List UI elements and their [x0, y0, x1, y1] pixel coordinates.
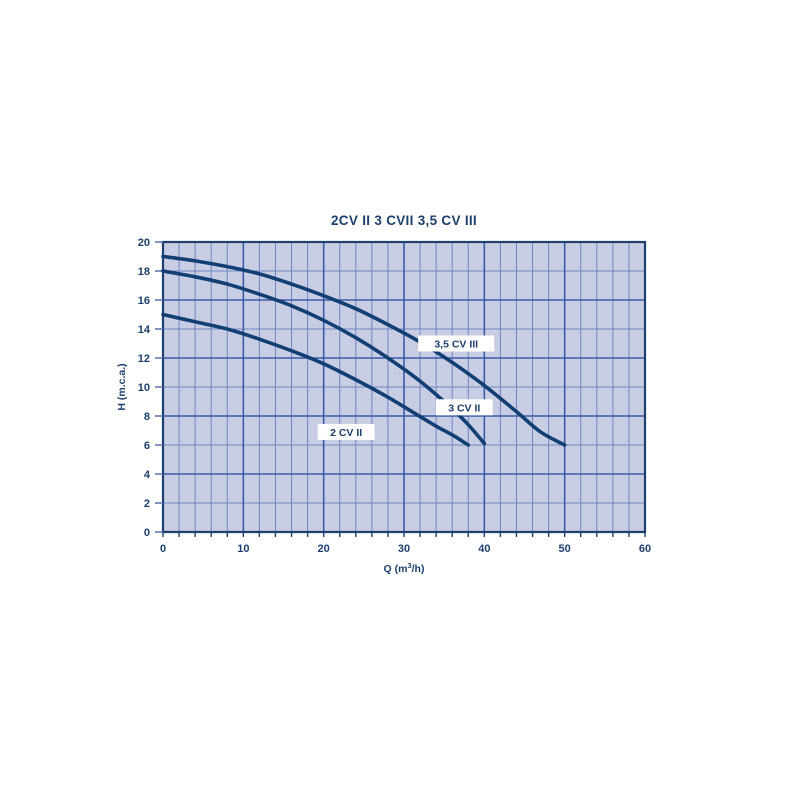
curve-label-background	[418, 335, 495, 352]
y-tick-label: 20	[138, 237, 150, 249]
x-axis-title: Q (m3/h)	[384, 561, 425, 575]
x-tick-label: 50	[559, 543, 571, 555]
curve-label-text: 3,5 CV III	[434, 339, 478, 351]
curve-label-3: 2 CV II	[317, 423, 375, 440]
curve-label-background	[317, 423, 375, 440]
y-tick-label: 18	[138, 266, 150, 278]
y-tick-label: 12	[138, 353, 150, 365]
y-tick-label: 10	[138, 382, 150, 394]
y-axis-ticks	[155, 241, 163, 533]
curve-label-2: 3 CV II	[435, 399, 493, 416]
y-tick-label: 0	[144, 527, 150, 539]
x-tick-label: 10	[237, 543, 249, 555]
curve-3	[161, 312, 471, 447]
x-axis-title-prefix: Q (m	[384, 563, 408, 575]
x-tick-label: 30	[398, 543, 410, 555]
x-tick-label: 40	[478, 543, 490, 555]
curve-label-1: 3,5 CV III	[418, 335, 495, 352]
x-axis-title-superscript: 3	[407, 561, 411, 570]
y-tick-label: 4	[144, 469, 151, 481]
curve-labels-group: 3,5 CV III 3 CV II 2 CV II	[317, 335, 495, 440]
y-tick-label: 8	[144, 411, 150, 423]
x-tick-label: 0	[160, 543, 166, 555]
x-tick-label: 60	[639, 543, 651, 555]
y-axis-title: H (m.c.a.)	[116, 363, 128, 410]
curve-label-text: 2 CV II	[330, 427, 362, 439]
x-axis-tick-labels: 0 10 20 30 40 50 60	[160, 543, 651, 555]
chart-title: 2CV II 3 CVII 3,5 CV III	[331, 213, 477, 228]
y-tick-label: 6	[144, 440, 150, 452]
y-axis-tick-labels: 0 2 4 6 8 10 12 14 16 18 20	[138, 237, 151, 539]
y-tick-label: 16	[138, 295, 150, 307]
x-tick-label: 20	[318, 543, 330, 555]
x-axis-ticks	[162, 532, 646, 537]
y-tick-label: 2	[144, 498, 150, 510]
x-axis-title-suffix: /h)	[412, 563, 425, 575]
curve-label-background	[435, 399, 493, 416]
y-tick-label: 14	[138, 324, 151, 336]
curve-label-text: 3 CV II	[448, 402, 480, 414]
curve-1	[161, 254, 567, 447]
